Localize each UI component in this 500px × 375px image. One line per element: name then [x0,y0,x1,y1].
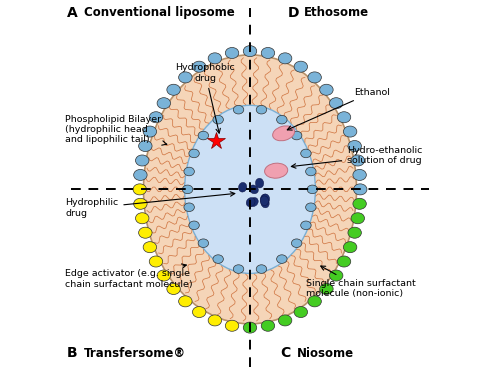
Ellipse shape [157,98,170,109]
Ellipse shape [133,184,146,195]
Ellipse shape [178,72,192,83]
Ellipse shape [344,126,357,137]
Ellipse shape [136,213,149,224]
Ellipse shape [261,198,269,208]
Ellipse shape [294,61,308,72]
Ellipse shape [189,149,200,158]
Ellipse shape [276,255,287,263]
Ellipse shape [134,170,147,180]
Ellipse shape [167,284,180,294]
Ellipse shape [244,322,256,333]
Ellipse shape [234,265,244,273]
Ellipse shape [184,105,316,273]
Ellipse shape [143,242,156,253]
Ellipse shape [238,182,247,192]
Ellipse shape [272,126,294,141]
Ellipse shape [278,315,292,326]
Ellipse shape [261,48,274,58]
Text: Transfersome®: Transfersome® [84,347,186,360]
Ellipse shape [353,170,366,180]
Ellipse shape [264,163,287,178]
Ellipse shape [208,315,222,326]
Ellipse shape [292,239,302,248]
Ellipse shape [234,105,244,114]
Ellipse shape [330,98,343,109]
Ellipse shape [208,53,222,64]
Ellipse shape [300,149,311,158]
Ellipse shape [184,167,194,176]
Ellipse shape [262,194,270,204]
Ellipse shape [348,141,362,152]
Ellipse shape [260,194,268,204]
Text: Hydro-ethanolic
solution of drug: Hydro-ethanolic solution of drug [292,146,422,168]
Ellipse shape [184,203,194,211]
Text: Single chain surfactant
molecule (non-ionic): Single chain surfactant molecule (non-io… [306,266,416,298]
Ellipse shape [213,255,224,263]
Ellipse shape [226,48,239,58]
Ellipse shape [351,155,364,166]
Ellipse shape [198,131,208,140]
Text: Niosome: Niosome [296,347,354,360]
Ellipse shape [256,265,266,273]
Ellipse shape [338,112,350,123]
Ellipse shape [348,227,362,238]
Ellipse shape [344,242,357,253]
Ellipse shape [278,53,292,64]
Ellipse shape [250,198,258,207]
Text: C: C [280,346,290,360]
Ellipse shape [320,84,333,95]
Ellipse shape [320,284,333,294]
Ellipse shape [351,213,364,224]
Text: Edge activator (e.g. single
chain surfactant molecule): Edge activator (e.g. single chain surfac… [65,264,192,289]
Ellipse shape [136,155,149,166]
Ellipse shape [261,320,274,331]
Ellipse shape [246,198,255,207]
Ellipse shape [330,270,343,281]
Text: Phospholipid Bilayer
(hydrophilic head
and lipophilic tail): Phospholipid Bilayer (hydrophilic head a… [65,115,167,145]
Text: Hydrophobic
drug: Hydrophobic drug [176,63,235,133]
Text: Ethanol: Ethanol [288,88,391,130]
Ellipse shape [256,178,264,188]
Ellipse shape [178,296,192,307]
Ellipse shape [143,126,156,137]
Ellipse shape [150,112,162,123]
Ellipse shape [226,320,239,331]
Ellipse shape [306,167,316,176]
Ellipse shape [308,72,322,83]
Text: Ethosome: Ethosome [304,6,370,19]
Ellipse shape [189,221,200,230]
Ellipse shape [276,116,287,124]
Ellipse shape [307,185,318,194]
Ellipse shape [167,84,180,95]
Ellipse shape [182,185,193,194]
Ellipse shape [353,198,366,209]
Ellipse shape [260,196,268,206]
Text: Conventional liposome: Conventional liposome [84,6,234,19]
Ellipse shape [138,227,152,238]
Ellipse shape [292,131,302,140]
Ellipse shape [213,116,224,124]
Ellipse shape [354,184,367,195]
Ellipse shape [338,256,350,267]
Ellipse shape [249,185,258,194]
Ellipse shape [144,55,356,324]
Ellipse shape [294,306,308,318]
Ellipse shape [300,221,311,230]
Text: B: B [67,346,78,360]
Ellipse shape [138,141,152,152]
Ellipse shape [308,296,322,307]
Text: D: D [288,6,299,20]
Text: A: A [67,6,78,20]
Ellipse shape [157,270,170,281]
Ellipse shape [134,198,147,209]
Ellipse shape [192,306,206,318]
Ellipse shape [198,239,208,248]
Ellipse shape [150,256,162,267]
Text: Hydrophilic
drug: Hydrophilic drug [65,192,235,218]
Ellipse shape [192,61,206,72]
Ellipse shape [306,203,316,211]
Ellipse shape [244,46,256,57]
Ellipse shape [256,105,266,114]
